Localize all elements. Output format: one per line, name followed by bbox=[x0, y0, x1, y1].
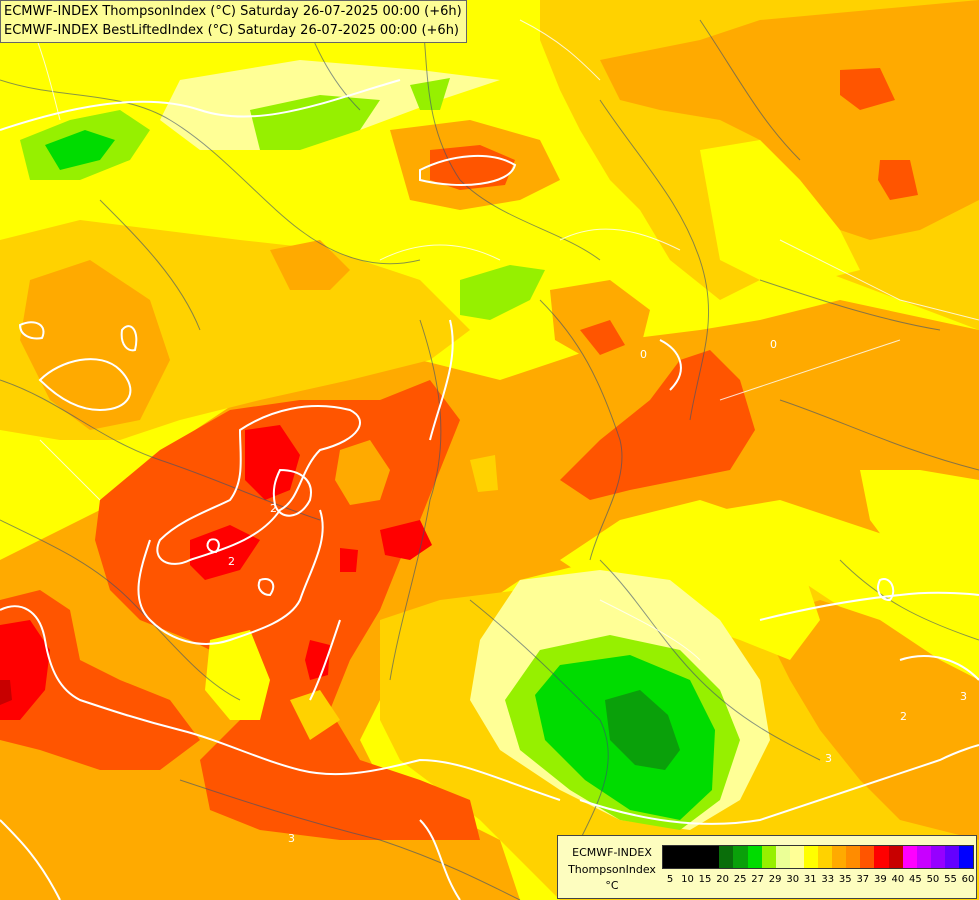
contour-label: 3 bbox=[288, 832, 295, 845]
legend-tick: 37 bbox=[856, 874, 870, 885]
legend-swatch bbox=[916, 846, 931, 868]
legend-swatch bbox=[818, 846, 833, 868]
legend-swatch bbox=[803, 846, 819, 868]
legend-swatch bbox=[874, 846, 889, 868]
legend-unit: °C bbox=[605, 879, 619, 892]
legend-tick: 25 bbox=[733, 874, 747, 885]
legend-swatch bbox=[958, 846, 974, 868]
legend-swatch bbox=[930, 846, 945, 868]
high-index-core bbox=[0, 350, 755, 840]
legend-tick: 27 bbox=[751, 874, 765, 885]
contour-label: 0 bbox=[640, 348, 647, 361]
legend-swatch bbox=[846, 846, 861, 868]
legend-parameter: ThompsonIndex bbox=[568, 863, 656, 876]
legend-model: ECMWF-INDEX bbox=[572, 846, 652, 859]
contour-label: 3 bbox=[960, 690, 967, 703]
legend-swatch bbox=[747, 846, 762, 868]
contour-label: 3 bbox=[825, 752, 832, 765]
legend-swatch bbox=[733, 846, 748, 868]
map-title-box: ECMWF-INDEX ThompsonIndex (°C) Saturday … bbox=[0, 0, 467, 43]
title-thompson-index: ECMWF-INDEX ThompsonIndex (°C) Saturday … bbox=[4, 4, 462, 19]
legend-color-bar bbox=[662, 845, 974, 869]
legend-swatch bbox=[705, 846, 720, 868]
legend-swatch bbox=[902, 846, 917, 868]
legend-swatch bbox=[663, 846, 678, 868]
legend-swatch bbox=[944, 846, 959, 868]
legend-tick: 50 bbox=[926, 874, 940, 885]
legend-tick-labels: 5 10 15 20 25 27 29 30 31 33 35 37 39 40 45 50 55 60 bbox=[662, 874, 975, 888]
legend-tick: 55 bbox=[944, 874, 957, 885]
legend-tick: 33 bbox=[821, 874, 835, 885]
legend-tick: 31 bbox=[803, 874, 817, 885]
legend-swatch bbox=[719, 846, 734, 868]
contour-label: 0 bbox=[770, 338, 777, 351]
title-best-lifted-index: ECMWF-INDEX BestLiftedIndex (°C) Saturda… bbox=[4, 23, 459, 38]
legend-swatch bbox=[860, 846, 875, 868]
legend-swatch bbox=[832, 846, 847, 868]
legend-tick: 40 bbox=[891, 874, 905, 885]
legend-swatch bbox=[888, 846, 903, 868]
legend-tick: 35 bbox=[838, 874, 852, 885]
legend-swatch bbox=[775, 846, 790, 868]
legend-tick: 60 bbox=[961, 874, 975, 885]
contour-label: 2 bbox=[228, 555, 235, 568]
legend-swatch bbox=[789, 846, 804, 868]
legend-tick: 15 bbox=[698, 874, 712, 885]
legend-tick: 39 bbox=[873, 874, 887, 885]
legend-swatch bbox=[761, 846, 776, 868]
thin-contours bbox=[19, 0, 979, 661]
legend-tick: 45 bbox=[909, 874, 922, 885]
lifted-index-contours bbox=[0, 79, 979, 900]
contour-label: 2 bbox=[900, 710, 907, 723]
legend-tick: 20 bbox=[716, 874, 729, 885]
legend-tick: 29 bbox=[768, 874, 782, 885]
color-legend: ECMWF-INDEX ThompsonIndex °C 5 10 15 20 25 27… bbox=[557, 835, 977, 899]
contour-label: 2 bbox=[270, 502, 277, 515]
legend-tick: 5 bbox=[666, 874, 674, 885]
legend-tick: 30 bbox=[786, 874, 800, 885]
legend-tick: 10 bbox=[681, 874, 694, 885]
legend-swatch bbox=[691, 846, 706, 868]
legend-swatch bbox=[677, 846, 692, 868]
